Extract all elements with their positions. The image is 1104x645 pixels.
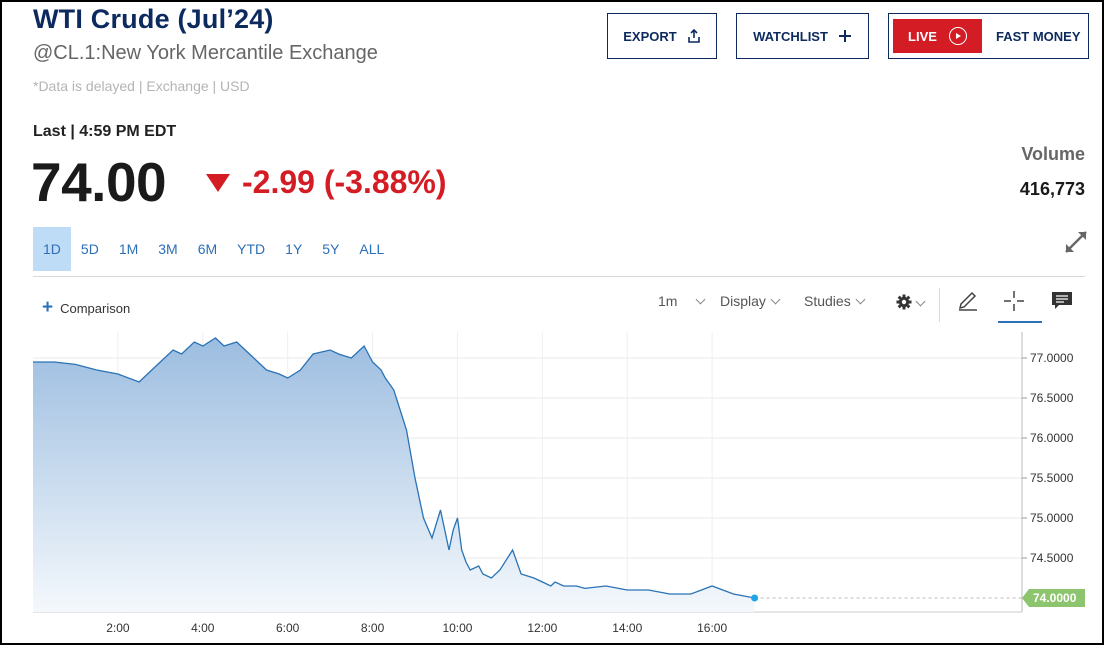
- price-line: [33, 337, 755, 599]
- chevron-down-icon: [696, 294, 706, 304]
- delayed-note: *Data is delayed | Exchange | USD: [33, 78, 250, 94]
- last-price-dot: [751, 594, 759, 602]
- divider: [33, 276, 1085, 277]
- x-tick-label: 14:00: [612, 621, 642, 635]
- chevron-down-icon: [855, 294, 866, 304]
- live-fast-money-button[interactable]: LIVE FAST MONEY: [888, 13, 1089, 59]
- range-1m[interactable]: 1M: [118, 241, 139, 257]
- x-tick-label: 10:00: [442, 621, 472, 635]
- x-tick-label: 2:00: [106, 621, 130, 635]
- toolbar-divider: [939, 288, 940, 322]
- studies-label: Studies: [804, 293, 851, 309]
- x-tick-label: 8:00: [361, 621, 385, 635]
- x-tick-label: 6:00: [276, 621, 300, 635]
- range-5y[interactable]: 5Y: [322, 241, 340, 257]
- price-change-value: -2.99 (-3.88%): [242, 164, 447, 200]
- comment-icon[interactable]: [1050, 289, 1074, 313]
- page-title: WTI Crude (Jul’24): [33, 4, 274, 34]
- volume-label: Volume: [1021, 144, 1085, 164]
- price-change: -2.99 (-3.88%): [206, 164, 447, 201]
- display-label: Display: [720, 293, 766, 309]
- y-tick-label: 76.0000: [1030, 431, 1074, 445]
- down-arrow-icon: [206, 173, 230, 192]
- y-tick-label: 76.5000: [1030, 391, 1074, 405]
- price-chart[interactable]: 77.0000 76.5000 76.0000 75.5000 75.0000 74.50…: [2, 332, 1102, 637]
- live-label: LIVE: [908, 28, 937, 44]
- export-label: EXPORT: [623, 28, 677, 44]
- interval-label: 1m: [658, 293, 678, 309]
- price-area: [33, 338, 755, 612]
- pencil-icon[interactable]: [956, 289, 980, 313]
- last-price: 74.00: [31, 151, 167, 213]
- settings-select[interactable]: [895, 293, 926, 314]
- range-ytd[interactable]: YTD: [237, 241, 266, 257]
- fast-money-label: FAST MONEY: [996, 28, 1081, 44]
- last-trade-time: Last | 4:59 PM EDT: [33, 123, 177, 140]
- comparison-label: Comparison: [60, 300, 131, 316]
- chevron-down-icon: [770, 294, 781, 304]
- watchlist-button[interactable]: WATCHLIST: [736, 13, 869, 59]
- y-tick-label: 75.5000: [1030, 471, 1074, 485]
- live-badge: LIVE: [893, 19, 982, 53]
- display-select[interactable]: Display: [720, 293, 781, 309]
- y-tick-label: 74.5000: [1030, 551, 1074, 565]
- interval-select[interactable]: 1m: [658, 293, 706, 309]
- x-tick-label: 4:00: [191, 621, 215, 635]
- expand-icon[interactable]: [1062, 228, 1090, 256]
- crosshair-active-indicator: [998, 321, 1042, 323]
- export-button[interactable]: EXPORT: [607, 13, 717, 59]
- range-selector: 1D 5D 1M 3M 6M YTD 1Y 5Y ALL: [33, 227, 394, 271]
- range-6m[interactable]: 6M: [197, 241, 218, 257]
- studies-select[interactable]: Studies: [804, 293, 866, 309]
- x-tick-label: 16:00: [697, 621, 727, 635]
- chevron-down-icon: [915, 296, 926, 307]
- range-5d[interactable]: 5D: [80, 241, 99, 257]
- volume-value: 416,773: [1019, 179, 1085, 199]
- crosshair-icon[interactable]: [1002, 289, 1026, 313]
- range-1y[interactable]: 1Y: [285, 241, 303, 257]
- range-all[interactable]: ALL: [359, 241, 385, 257]
- y-tick-label: 75.0000: [1030, 511, 1074, 525]
- comparison-button[interactable]: + Comparison: [42, 297, 130, 319]
- play-icon: [948, 27, 967, 45]
- plus-icon: [838, 29, 852, 43]
- last-price-tag-label: 74.0000: [1033, 591, 1077, 605]
- gear-icon: [895, 293, 913, 314]
- last-price-tag: 74.0000: [1022, 589, 1085, 607]
- exchange-subtitle: @CL.1:New York Mercantile Exchange: [33, 42, 378, 64]
- share-icon: [687, 29, 701, 43]
- range-1d[interactable]: 1D: [33, 227, 71, 271]
- watchlist-label: WATCHLIST: [753, 28, 828, 44]
- plus-icon: +: [42, 297, 54, 318]
- x-tick-label: 12:00: [527, 621, 557, 635]
- y-tick-label: 77.0000: [1030, 351, 1074, 365]
- range-3m[interactable]: 3M: [158, 241, 178, 257]
